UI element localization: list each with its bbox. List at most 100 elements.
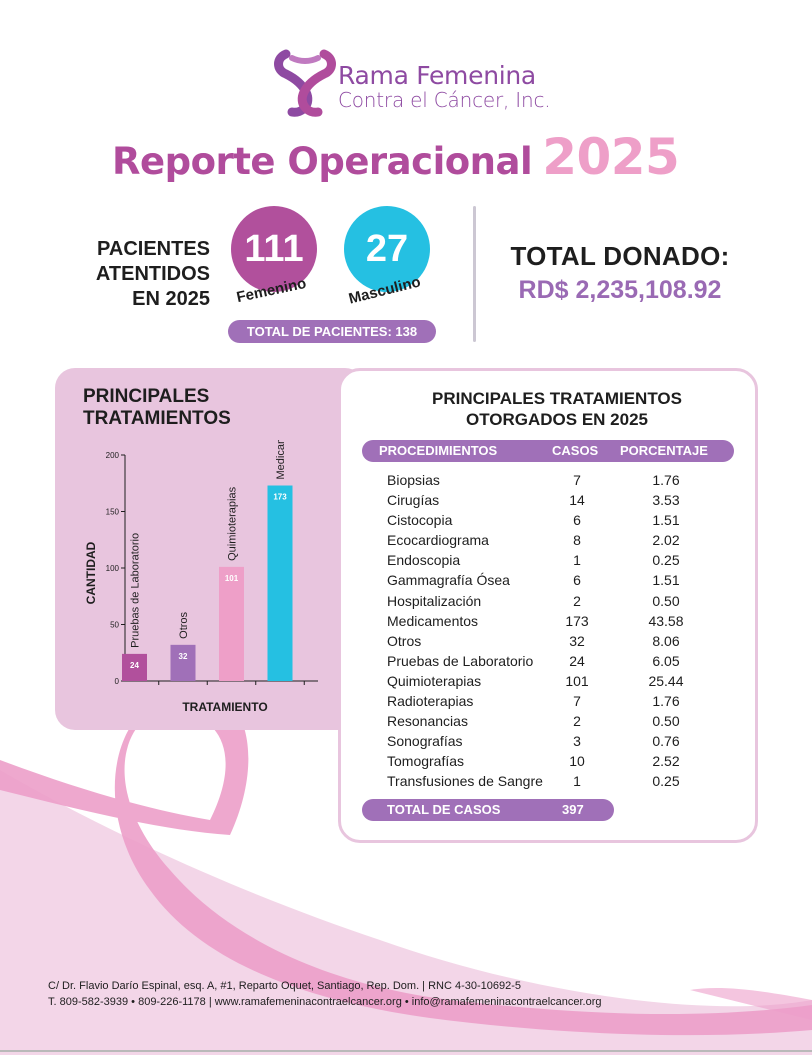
procedure-cases: 6 — [573, 572, 581, 589]
procedure-name: Hospitalización — [387, 592, 482, 609]
procedure-cases: 32 — [569, 632, 585, 649]
procedure-percentage: 2.02 — [652, 532, 680, 549]
procedure-cases: 6 — [573, 512, 581, 529]
table-row: Medicamentos 173 43.58 — [362, 611, 734, 631]
bar-category-label: Medicamentos — [275, 440, 287, 480]
x-axis-label: TRATAMIENTO — [182, 700, 267, 714]
patients-label: PACIENTES ATENTIDOS EN 2025 — [70, 237, 210, 312]
header-porcentaje: PORCENTAJE — [620, 443, 708, 458]
section-divider — [473, 206, 476, 342]
procedure-percentage: 6.05 — [652, 652, 680, 669]
procedure-cases: 24 — [569, 652, 585, 669]
table-row: Quimioterapias 101 25.44 — [362, 671, 734, 691]
y-tick-label: 50 — [110, 621, 119, 630]
procedure-cases: 173 — [565, 612, 589, 629]
procedure-percentage: 1.76 — [652, 472, 680, 488]
total-donated-label: TOTAL DONADO: — [510, 241, 730, 271]
ribbon-cross-logo-icon — [274, 49, 336, 117]
procedure-percentage: 2.52 — [652, 753, 680, 770]
procedure-name: Tomografías — [387, 753, 465, 770]
procedure-cases: 2 — [573, 592, 581, 609]
chart-title-line2: TRATAMIENTOS — [83, 408, 231, 429]
table-row: Resonancias 2 0.50 — [362, 711, 734, 731]
procedure-cases: 3 — [573, 733, 581, 750]
bar-value-label: 173 — [273, 493, 287, 502]
table-row: Hospitalización 2 0.50 — [362, 591, 734, 611]
table-row: Sonografías 3 0.76 — [362, 731, 734, 751]
bar-value-label: 101 — [225, 574, 239, 583]
y-tick-label: 100 — [106, 564, 120, 573]
footer-address: C/ Dr. Flavio Darío Espinal, esq. A, #1,… — [48, 980, 522, 992]
procedure-percentage: 3.53 — [652, 492, 680, 509]
procedure-name: Quimioterapias — [387, 672, 482, 689]
total-donated-value: RD$ 2,235,108.92 — [518, 276, 722, 304]
procedure-percentage: 0.76 — [652, 733, 680, 750]
total-cases-label: TOTAL DE CASOS — [387, 802, 501, 817]
chart-title-line1: PRINCIPALES — [83, 386, 210, 407]
procedure-cases: 2 — [573, 713, 581, 730]
procedure-percentage: 0.25 — [652, 773, 680, 790]
title-text: Reporte Operacional — [112, 140, 533, 183]
procedure-percentage: 1.51 — [652, 572, 680, 589]
procedure-percentage: 25.44 — [648, 672, 684, 689]
procedure-cases: 7 — [573, 693, 581, 710]
total-patients-pill: TOTAL DE PACIENTES: 138 — [228, 320, 436, 343]
footer-contact: C/ Dr. Flavio Darío Espinal, esq. A, #1,… — [48, 978, 602, 1010]
table-header: PROCEDIMIENTOS CASOS PORCENTAJE — [362, 440, 734, 462]
org-name: Rama Femenina — [338, 61, 536, 90]
table-row: Ecocardiograma 8 2.02 — [362, 530, 734, 550]
table-row: Transfusiones de Sangre 1 0.25 — [362, 771, 734, 791]
patients-label-line2: ATENTIDOS — [95, 263, 210, 285]
procedure-name: Cistocopia — [387, 512, 453, 529]
table-body: Biopsias 7 1.76 Cirugías 14 3.53 Cistocopia 6 1.… — [362, 470, 734, 792]
footer-phones-web: T. 809-582-3939 • 809-226-1178 | www.ram… — [48, 996, 602, 1008]
procedure-name: Resonancias — [387, 713, 468, 730]
table-row: Biopsias 7 1.76 — [362, 470, 734, 490]
title-year: 2025 — [542, 128, 680, 186]
procedure-name: Biopsias — [387, 472, 440, 488]
chart-title: PRINCIPALES TRATAMIENTOS — [83, 386, 231, 430]
procedure-percentage: 0.50 — [652, 592, 680, 609]
bar — [170, 644, 196, 681]
org-subtitle: Contra el Cáncer, Inc. — [338, 88, 551, 112]
procedure-name: Ecocardiograma — [387, 532, 489, 549]
procedure-percentage: 0.25 — [652, 552, 680, 569]
procedure-percentage: 43.58 — [648, 612, 684, 629]
procedure-name: Pruebas de Laboratorio — [387, 652, 534, 669]
treatments-bar-chart: 0 50 100 150 200 CANTIDAD TRATAMIENTO 24 Pruebas… — [84, 440, 318, 714]
bar — [122, 653, 147, 681]
male-count-badge: 27 — [344, 206, 430, 292]
table-total: TOTAL DE CASOS 397 — [362, 799, 614, 821]
bar-category-label: Otros — [178, 611, 190, 638]
procedure-name: Cirugías — [387, 492, 440, 509]
footer-rule — [0, 1050, 812, 1052]
procedure-name: Transfusiones de Sangre — [387, 773, 543, 790]
table-title-line1: PRINCIPALES TRATAMIENTOS — [432, 389, 682, 408]
patients-label-line1: PACIENTES — [97, 238, 210, 260]
procedure-cases: 10 — [569, 753, 585, 770]
y-tick-label: 0 — [115, 677, 120, 686]
table-row: Radioterapias 7 1.76 — [362, 691, 734, 711]
procedure-percentage: 8.06 — [652, 632, 680, 649]
table-title-line2: OTORGADOS EN 2025 — [465, 410, 649, 429]
header-procedimientos: PROCEDIMIENTOS — [379, 443, 498, 458]
total-cases-value: 397 — [562, 802, 584, 817]
procedure-cases: 8 — [573, 532, 581, 549]
y-axis-label: CANTIDAD — [84, 541, 98, 604]
table-row: Tomografías 10 2.52 — [362, 751, 734, 771]
table-row: Cirugías 14 3.53 — [362, 490, 734, 510]
y-tick-label: 200 — [106, 451, 120, 460]
bar — [267, 485, 293, 681]
bar-category-label: Pruebas de Laboratorio — [130, 533, 142, 648]
procedure-percentage: 1.76 — [652, 693, 680, 710]
procedure-cases: 7 — [573, 472, 581, 488]
page-title: Reporte Operacional 2025 — [112, 128, 712, 188]
bar-value-label: 24 — [130, 661, 139, 670]
table-title: PRINCIPALES TRATAMIENTOS OTORGADOS EN 20… — [392, 388, 722, 430]
procedure-name: Radioterapias — [387, 693, 474, 710]
procedure-name: Endoscopia — [387, 552, 461, 569]
procedure-percentage: 0.50 — [652, 713, 680, 730]
bar-category-label: Quimioterapias — [227, 486, 239, 560]
procedure-name: Sonografías — [387, 733, 463, 750]
procedure-name: Gammagrafía Ósea — [387, 572, 510, 589]
